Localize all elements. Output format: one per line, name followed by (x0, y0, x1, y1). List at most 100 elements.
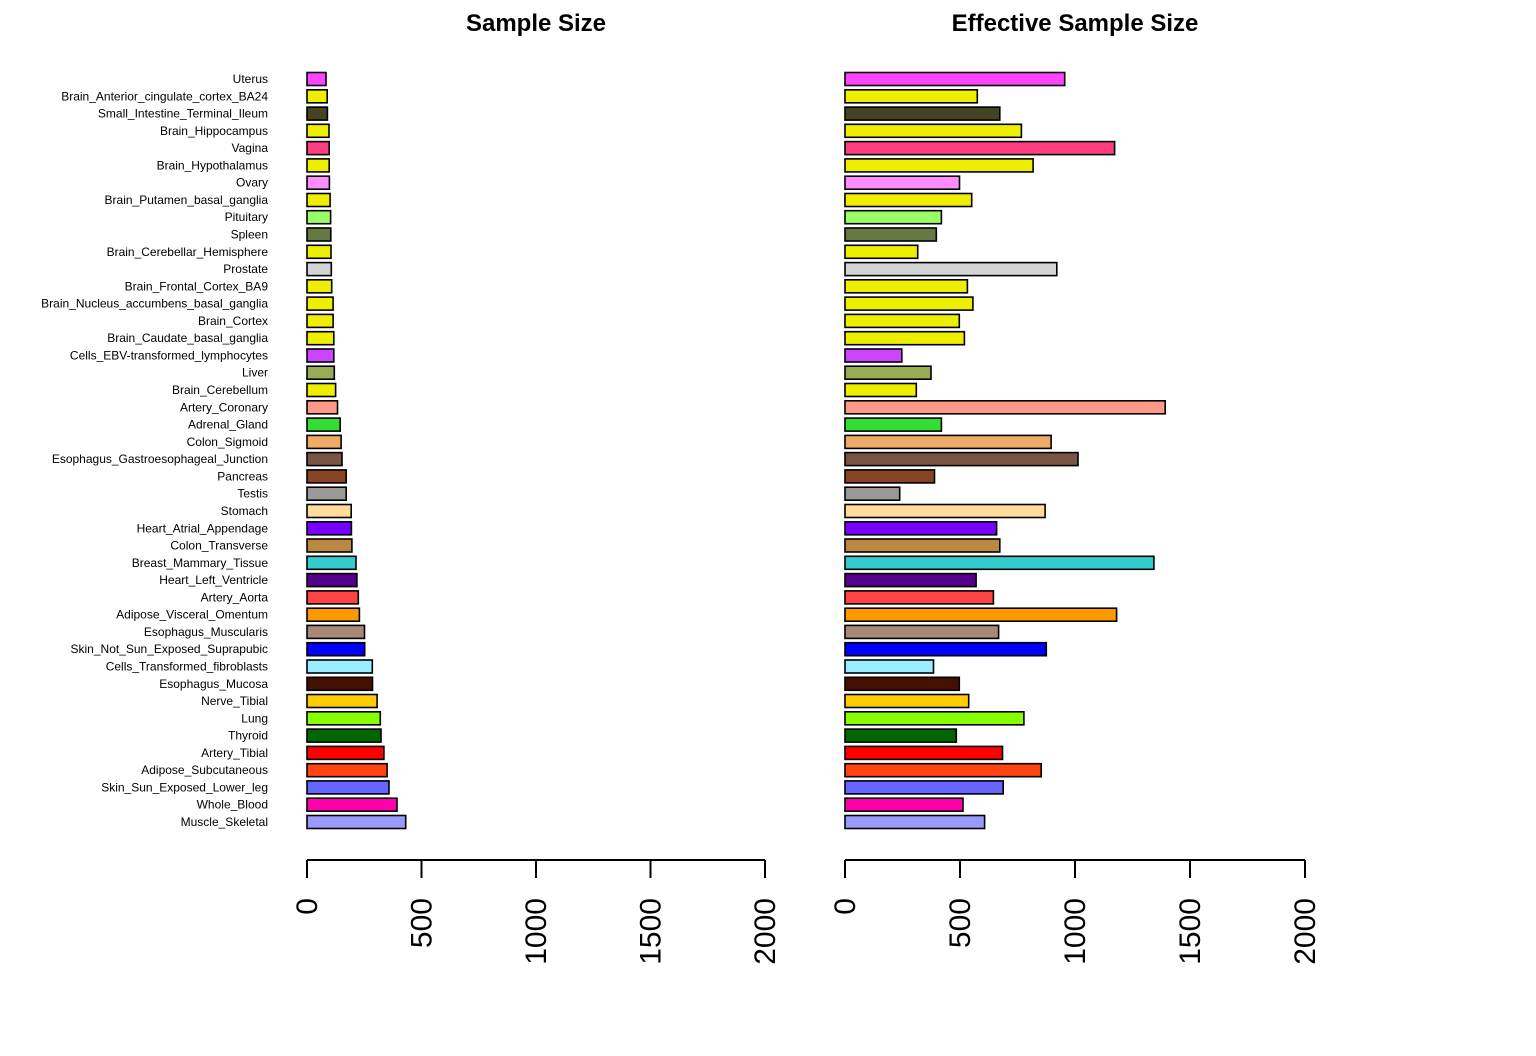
bar-liver (844, 365, 932, 381)
bar-esophagus-mucosa (844, 676, 961, 692)
bar-brain-anterior-cingulate-cortex-ba24 (844, 89, 979, 104)
category-label: Adrenal_Gland (188, 418, 268, 432)
category-label: Muscle_Skeletal (181, 815, 268, 829)
category-label: Breast_Mammary_Tissue (132, 556, 269, 570)
bar-colon-transverse (306, 538, 353, 553)
category-label: Testis (237, 487, 268, 501)
bar-artery-tibial (306, 745, 385, 761)
left-chart-title: Sample Size (466, 10, 606, 37)
x-tick-label: 0 (829, 898, 862, 915)
bar-cells-ebv-transformed-lymphocytes (306, 348, 335, 363)
bar-lung (306, 710, 382, 726)
category-label: Esophagus_Muscularis (144, 625, 268, 639)
category-label: Brain_Frontal_Cortex_BA9 (125, 279, 269, 293)
category-label: Skin_Sun_Exposed_Lower_leg (101, 780, 268, 794)
bar-heart-left-ventricle (306, 572, 358, 588)
bar-brain-hippocampus (306, 123, 330, 139)
bar-artery-coronary (844, 399, 1167, 415)
bar-testis (306, 486, 348, 502)
category-label: Small_Intestine_Terminal_Ileum (98, 107, 268, 121)
bar-adipose-visceral-omentum (306, 607, 361, 623)
bar-adipose-visceral-omentum (844, 607, 1118, 623)
category-label: Brain_Anterior_cingulate_cortex_BA24 (61, 89, 268, 103)
bar-artery-tibial (844, 745, 1004, 761)
bar-esophagus-muscularis (844, 624, 1000, 640)
bar-brain-caudate-basal-ganglia (306, 330, 335, 346)
bar-skin-not-sun-exposed-suprapubic (306, 641, 366, 657)
bar-cells-transformed-fibroblasts (844, 659, 935, 674)
category-label: Colon_Sigmoid (187, 435, 268, 449)
category-label: Brain_Hypothalamus (157, 158, 268, 172)
category-label: Skin_Not_Sun_Exposed_Suprapubic (71, 642, 268, 656)
bar-prostate (306, 261, 333, 277)
bar-artery-aorta (306, 590, 360, 605)
bar-pituitary (306, 209, 332, 225)
bar-esophagus-gastroesophageal-junction (844, 451, 1079, 467)
bar-brain-cerebellum (306, 382, 337, 398)
bar-stomach (306, 503, 353, 519)
bar-artery-aorta (844, 590, 995, 605)
category-label: Pituitary (225, 210, 268, 224)
bar-brain-hippocampus (844, 123, 1023, 139)
bar-skin-sun-exposed-lower-leg (306, 780, 390, 795)
right-chart-title: Effective Sample Size (952, 10, 1199, 37)
bar-muscle-skeletal (306, 814, 407, 830)
bar-whole-blood (844, 797, 964, 813)
bar-brain-cerebellar-hemisphere (844, 244, 919, 260)
category-label: Esophagus_Mucosa (159, 677, 268, 691)
x-tick-label: 1000 (520, 898, 553, 965)
bar-colon-sigmoid (844, 434, 1052, 450)
bar-spleen (306, 227, 332, 242)
bar-vagina (844, 140, 1116, 156)
x-tick-label: 1500 (1174, 898, 1207, 965)
bar-heart-left-ventricle (844, 572, 977, 588)
bar-ovary (844, 175, 961, 190)
category-label: Artery_Coronary (180, 400, 268, 414)
category-label: Liver (242, 366, 268, 380)
x-tick-label: 2000 (749, 898, 782, 965)
bar-uterus (844, 71, 1066, 87)
category-label: Artery_Tibial (201, 746, 268, 760)
category-label: Uterus (233, 72, 268, 86)
bar-thyroid (844, 728, 958, 743)
category-label: Adipose_Visceral_Omentum (116, 608, 268, 622)
category-label: Whole_Blood (197, 798, 268, 812)
category-label: Lung (241, 711, 268, 725)
bar-esophagus-mucosa (306, 676, 374, 692)
bar-small-intestine-terminal-ileum (306, 106, 329, 121)
x-tick-label: 1500 (635, 898, 668, 965)
bar-breast-mammary-tissue (844, 555, 1155, 571)
bar-colon-transverse (844, 538, 1001, 553)
bar-skin-not-sun-exposed-suprapubic (844, 641, 1048, 657)
category-label: Colon_Transverse (170, 539, 268, 553)
left-chart-plot: Uterus Brain_Anterior_cingulate_cortex_BA… (41, 71, 782, 965)
bar-brain-anterior-cingulate-cortex-ba24 (306, 89, 329, 104)
category-label: Cells_Transformed_fibroblasts (106, 660, 268, 674)
bar-brain-nucleus-accumbens-basal-ganglia (844, 296, 974, 311)
bar-brain-frontal-cortex-ba9 (306, 278, 333, 294)
bar-spleen (844, 227, 938, 242)
x-tick-label: 1000 (1059, 898, 1092, 965)
category-label: Brain_Cerebellum (172, 383, 268, 397)
category-label: Cells_EBV-transformed_lymphocytes (70, 349, 268, 363)
bar-liver (306, 365, 336, 381)
bar-adipose-subcutaneous (844, 762, 1042, 778)
bar-brain-putamen-basal-ganglia (306, 192, 331, 208)
bar-adrenal-gland (306, 417, 342, 432)
bar-artery-coronary (306, 399, 339, 415)
bar-cells-ebv-transformed-lymphocytes (844, 348, 903, 363)
x-tick-label: 500 (406, 898, 439, 948)
bar-brain-caudate-basal-ganglia (844, 330, 966, 346)
bar-adrenal-gland (844, 417, 943, 432)
bar-thyroid (306, 728, 382, 743)
bar-whole-blood (306, 797, 398, 813)
bar-brain-cerebellar-hemisphere (306, 244, 332, 260)
category-label: Brain_Putamen_basal_ganglia (105, 193, 269, 207)
bar-esophagus-gastroesophageal-junction (306, 451, 343, 467)
bar-lung (844, 710, 1025, 726)
bar-brain-putamen-basal-ganglia (844, 192, 973, 208)
category-label: Brain_Cortex (198, 314, 268, 328)
bar-pancreas (844, 469, 936, 484)
bar-pituitary (844, 209, 943, 225)
